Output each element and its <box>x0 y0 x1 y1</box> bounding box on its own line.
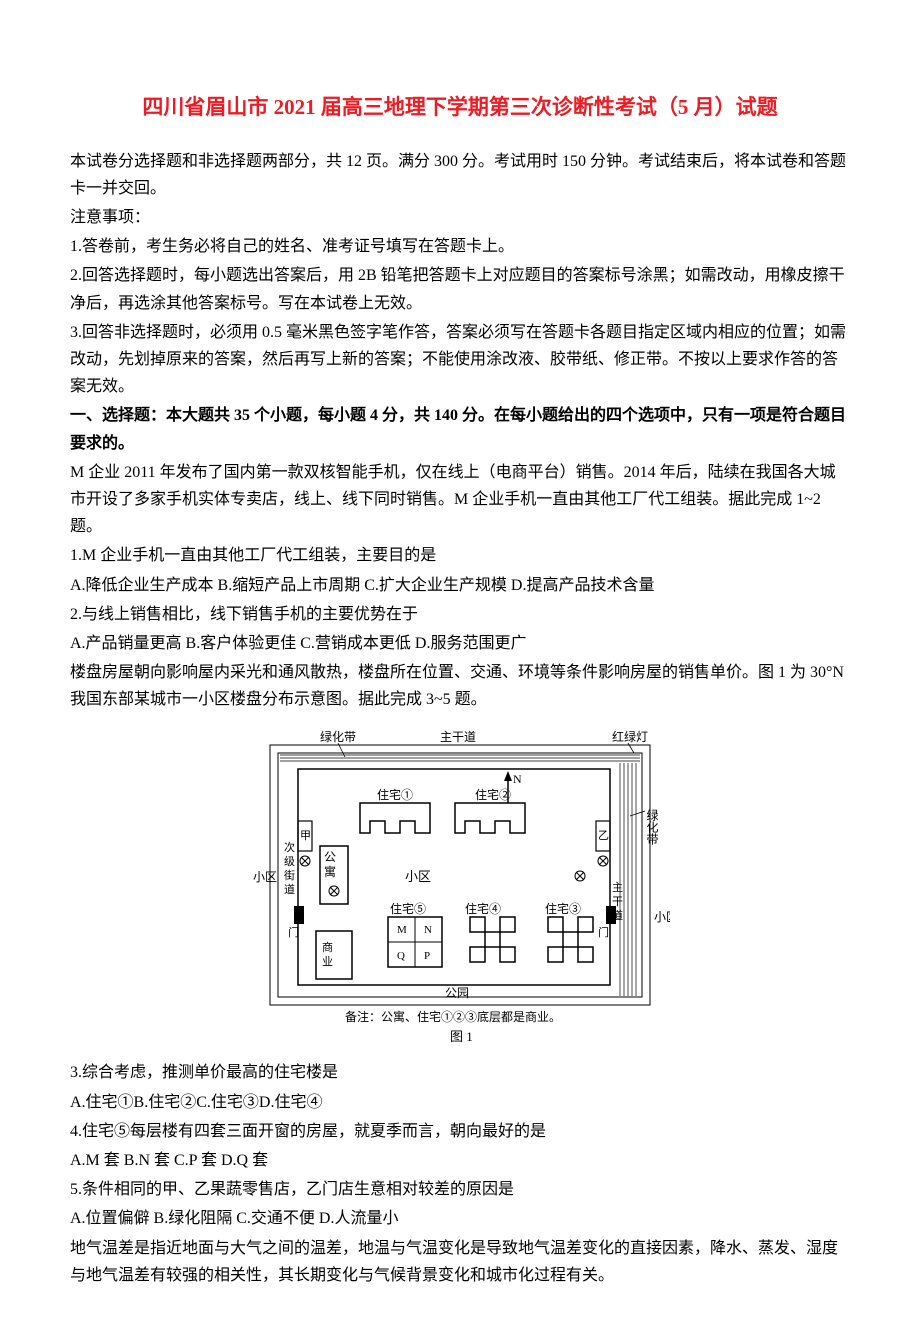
svg-text:业: 业 <box>322 955 333 968</box>
gate-left-label: 门 <box>288 925 299 939</box>
question-1-options: A.降低企业生产成本 B.缩短产品上市周期 C.扩大企业生产规模 D.提高产品技… <box>70 572 850 599</box>
m-label: M <box>397 924 407 936</box>
main-road-top-label: 主干道 <box>440 730 476 744</box>
notice-item-3: 3.回答非选择题时，必须用 0.5 毫米黑色签字笔作答，答案必须写在答题卡各题目… <box>70 319 850 401</box>
green-belt-right-label-1: 绿化带 <box>645 808 659 845</box>
figure-1-container: 绿化带 主干道 红绿灯 绿化带 N 住宅① <box>70 721 850 1051</box>
park-label: 公园 <box>445 986 469 1000</box>
question-2-options: A.产品销量更高 B.客户体验更佳 C.营销成本更低 D.服务范围更广 <box>70 630 850 657</box>
xiaoqu-right-label: 小区 <box>654 910 670 924</box>
figure-note: 备注：公寓、住宅①②③底层都是商业。 <box>345 1009 561 1024</box>
yi-label: 乙 <box>598 829 609 842</box>
svg-text:主: 主 <box>612 881 623 894</box>
house-3-label: 住宅③ <box>545 901 581 916</box>
figure-label: 图 1 <box>450 1029 473 1044</box>
green-belt-top-label: 绿化带 <box>320 729 356 744</box>
question-1: 1.M 企业手机一直由其他工厂代工组装，主要目的是 <box>70 542 850 569</box>
house-4-label: 住宅④ <box>465 901 501 916</box>
apartment-label-1: 公 <box>324 850 336 864</box>
question-3-options: A.住宅①B.住宅②C.住宅③D.住宅④ <box>70 1089 850 1116</box>
question-5-options: A.位置偏僻 B.绿化阻隔 C.交通不便 D.人流量小 <box>70 1205 850 1232</box>
svg-text:道: 道 <box>284 882 295 896</box>
question-5: 5.条件相同的甲、乙果蔬零售店，乙门店生意相对较差的原因是 <box>70 1176 850 1203</box>
gate-right-label: 门 <box>598 925 609 939</box>
notice-item-2: 2.回答选择题时，每小题选出答案后，用 2B 铅笔把答题卡上对应题目的答案标号涂… <box>70 262 850 316</box>
q-label: Q <box>397 950 405 962</box>
passage-1: M 企业 2011 年发布了国内第一款双核智能手机，仅在线上（电商平台）销售。2… <box>70 459 850 541</box>
house-2-label: 住宅② <box>475 787 511 802</box>
svg-text:街: 街 <box>284 868 295 882</box>
question-2: 2.与线上销售相比，线下销售手机的主要优势在于 <box>70 601 850 628</box>
document-title: 四川省眉山市 2021 届高三地理下学期第三次诊断性考试（5 月）试题 <box>70 90 850 126</box>
intro-paragraph: 本试卷分选择题和非选择题两部分，共 12 页。满分 300 分。考试用时 150… <box>70 148 850 202</box>
figure-1: 绿化带 主干道 红绿灯 绿化带 N 住宅① <box>250 721 670 1051</box>
apartment-label-2: 寓 <box>324 864 336 879</box>
svg-text:商: 商 <box>322 940 333 954</box>
traffic-light-label: 红绿灯 <box>612 729 648 744</box>
question-3: 3.综合考虑，推测单价最高的住宅楼是 <box>70 1059 850 1086</box>
notice-header: 注意事项： <box>70 204 850 231</box>
p-label: P <box>424 950 430 962</box>
xiaoqu-left-label: 小区 <box>253 870 277 884</box>
svg-text:次: 次 <box>284 840 295 854</box>
house-1-label: 住宅① <box>377 787 413 802</box>
house-5-label: 住宅⑤ <box>390 901 426 916</box>
question-4-options: A.M 套 B.N 套 C.P 套 D.Q 套 <box>70 1147 850 1174</box>
xiaoqu-center-label: 小区 <box>405 869 431 884</box>
section-a-header: 一、选择题：本大题共 35 个小题，每小题 4 分，共 140 分。在每小题给出… <box>70 402 850 456</box>
n-label: N <box>424 924 432 936</box>
north-label: N <box>513 772 522 786</box>
svg-text:级: 级 <box>284 855 295 868</box>
jia-label: 甲 <box>300 830 311 842</box>
passage-2: 楼盘房屋朝向影响屋内采光和通风散热，楼盘所在位置、交通、环境等条件影响房屋的销售… <box>70 659 850 713</box>
notice-item-1: 1.答卷前，考生务必将自己的姓名、准考证号填写在答题卡上。 <box>70 233 850 260</box>
question-4: 4.住宅⑤每层楼有四套三面开窗的房屋，就夏季而言，朝向最好的是 <box>70 1118 850 1145</box>
passage-3: 地气温差是指近地面与大气之间的温差，地温与气温变化是导致地气温差变化的直接因素，… <box>70 1235 850 1289</box>
